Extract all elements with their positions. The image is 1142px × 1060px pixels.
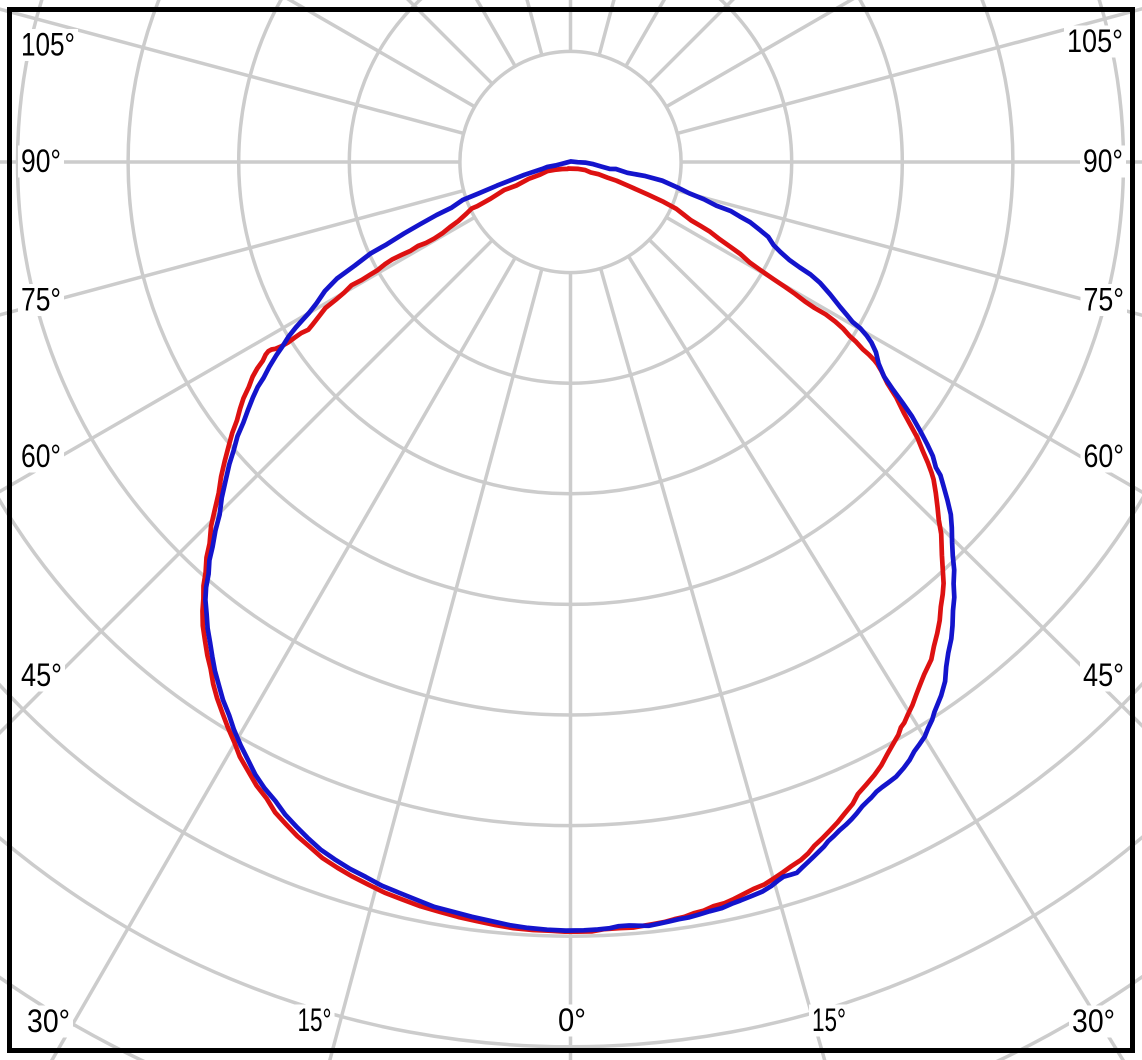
svg-text:15°: 15°	[812, 1002, 846, 1038]
svg-text:60°: 60°	[1084, 438, 1125, 474]
svg-text:30°: 30°	[1072, 1003, 1115, 1039]
svg-text:30°: 30°	[27, 1003, 70, 1039]
svg-text:75°: 75°	[1084, 282, 1125, 318]
svg-text:0°: 0°	[558, 1002, 586, 1038]
svg-text:45°: 45°	[1083, 657, 1124, 693]
svg-text:90°: 90°	[1083, 143, 1123, 179]
svg-text:105°: 105°	[1067, 23, 1123, 59]
svg-text:105°: 105°	[21, 27, 75, 63]
svg-text:45°: 45°	[21, 657, 62, 693]
svg-text:90°: 90°	[21, 143, 61, 179]
svg-text:75°: 75°	[21, 282, 61, 318]
svg-text:15°: 15°	[298, 1002, 332, 1038]
svg-text:60°: 60°	[21, 438, 61, 474]
